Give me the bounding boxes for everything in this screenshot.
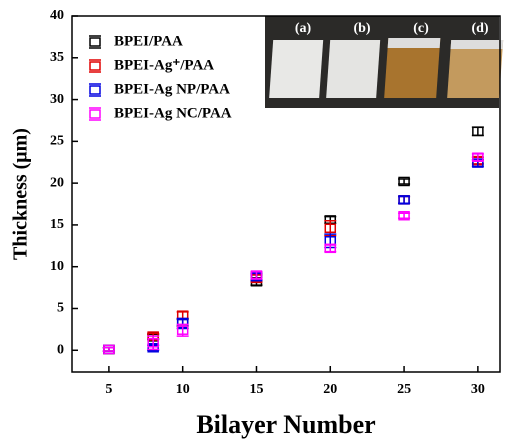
x-tick-label: 20: [323, 382, 337, 397]
error-bar: [398, 213, 410, 218]
inset-strip-top: [451, 40, 504, 49]
y-tick-label: 40: [50, 8, 64, 23]
error-bar: [398, 197, 410, 204]
inset-label: (d): [471, 21, 488, 36]
y-tick-label: 25: [50, 134, 64, 149]
y-tick-label: 10: [50, 259, 64, 274]
legend-marker: [90, 62, 100, 70]
legend-marker: [90, 110, 100, 118]
y-tick-label: 0: [57, 342, 64, 357]
y-tick-label: 5: [57, 301, 64, 316]
error-bar: [177, 312, 189, 319]
inset-strip-top: [388, 38, 441, 48]
y-tick-label: 15: [50, 217, 64, 232]
inset-strip: [269, 40, 323, 98]
legend-marker: [90, 38, 100, 46]
legend-label: BPEI/PAA: [114, 33, 183, 49]
error-bar: [324, 245, 336, 252]
legend-label: BPEI-Ag NC/PAA: [114, 105, 232, 121]
inset-strip: [326, 40, 380, 98]
x-axis-title: Bilayer Number: [196, 410, 375, 439]
inset-label: (a): [295, 21, 312, 36]
inset-label: (b): [353, 21, 370, 36]
x-tick-label: 5: [105, 382, 112, 397]
error-bar: [472, 127, 484, 135]
error-bar: [398, 179, 410, 184]
legend-marker: [90, 86, 100, 94]
y-tick-label: 30: [50, 92, 64, 107]
legend-label: BPEI-Ag NP/PAA: [114, 81, 230, 97]
x-tick-label: 25: [397, 382, 411, 397]
legend-label: BPEI-Ag⁺/PAA: [114, 57, 214, 73]
y-axis-title: Thickness (μm): [10, 128, 32, 260]
x-tick-label: 10: [176, 382, 190, 397]
y-tick-label: 20: [50, 175, 64, 190]
x-tick-label: 30: [471, 382, 485, 397]
y-tick-label: 35: [50, 50, 64, 65]
error-bar: [103, 348, 115, 351]
inset-label: (c): [413, 21, 429, 36]
x-tick-label: 15: [249, 382, 263, 397]
chart: Bilayer Number Thickness (μm) 0 5 10 15 20 25…: [0, 0, 514, 441]
